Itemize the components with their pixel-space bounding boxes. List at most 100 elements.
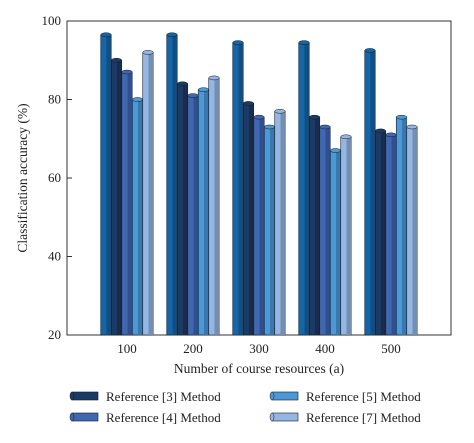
bar-cap [177,81,188,87]
bar-shade [117,60,122,335]
bar-shade [315,117,320,335]
bar [110,58,123,336]
bar-shade [402,117,407,335]
x-tick-label: 100 [117,341,137,356]
bar-cap [264,124,275,130]
bar-shade [270,126,275,335]
bar-cap [298,40,310,45]
bar [242,101,255,336]
bar-shade [259,117,265,335]
bar-shade [336,150,341,335]
legend-label: Reference [7] Method [306,410,421,425]
legend-swatch [71,391,99,401]
legend-swatch-cap [69,391,75,401]
y-tick-label: 60 [48,170,61,185]
bar-shade [183,83,188,335]
bar-cap [274,109,286,114]
bar-cap [142,50,154,55]
bar-cap [132,97,143,102]
bar [298,40,310,336]
bar [406,124,418,336]
legend-swatch [71,412,99,422]
legend-swatch [271,391,299,401]
bar-shade [381,130,386,335]
bar-cap [385,132,397,138]
bar-cap [330,148,341,153]
y-axis-ticks: 20 40 60 80 100 [42,13,72,342]
legend-item: Reference [4] Method [69,410,221,425]
bar-shade [193,95,199,335]
legend-swatch-cap [269,391,275,401]
legend-label: Reference [4] Method [106,410,221,425]
x-tick-label: 400 [315,341,335,356]
bar-shade [138,99,143,335]
bar [319,124,331,336]
bar-shade [148,52,154,336]
bar [100,32,112,336]
y-tick-label: 80 [48,92,61,107]
bar-cap [111,58,122,63]
bar [329,148,342,336]
bar [395,114,408,336]
bar [385,132,397,336]
y-tick-label: 40 [48,249,61,264]
bar [131,97,144,336]
legend-swatch [271,412,299,422]
legend-label: Reference [5] Method [306,389,421,404]
x-tick-label: 300 [249,341,269,356]
bar [364,48,376,336]
x-tick-label: 200 [183,341,203,356]
x-tick-label: 500 [381,341,401,356]
legend-label: Reference [3] Method [106,389,221,404]
bar [374,128,387,336]
bar-cap [198,87,209,92]
bar [187,93,199,336]
bar-cap [208,75,220,81]
bar-cap [100,32,112,37]
bar-shade [304,42,310,336]
bar-shade [346,136,352,335]
bar-cap [340,134,352,140]
bar-cap [375,128,386,134]
legend-swatch-cap [69,412,75,422]
bar [340,134,352,336]
bar-cap [396,114,407,120]
bar [274,109,286,336]
x-axis-label: Number of course resources (a) [174,361,344,376]
bar [197,87,210,336]
bar-cap [253,114,265,120]
bar [253,114,265,336]
bar-cap [121,69,133,75]
bar-shade [370,50,376,335]
bar-shade [127,72,133,336]
legend-item: Reference [3] Method [69,389,221,404]
bar-cap [232,40,244,45]
bar-cap [319,124,331,130]
y-tick-label: 20 [48,327,61,342]
legend-item: Reference [5] Method [269,389,421,404]
bar-cap [166,32,178,37]
bar-shade [238,42,244,336]
bar [232,40,244,336]
bar-cap [187,93,199,98]
bar [176,81,189,336]
bar [166,32,178,336]
bar-cap [309,114,320,120]
bar-cap [364,48,376,53]
bar [142,50,154,336]
bar-shade [391,134,397,335]
bar-shade [106,34,112,336]
bar [208,75,220,336]
x-axis-ticks: 100 200 300 400 500 [117,341,401,356]
bar-shade [249,103,254,335]
y-axis-label: Classification accuracy (%) [15,103,30,252]
bar [263,124,276,336]
legend-item: Reference [7] Method [269,410,421,425]
bar [121,69,133,336]
bar-shade [172,34,178,336]
bar-cap [406,124,418,130]
y-tick-label: 100 [42,13,62,28]
bar [308,114,321,336]
bar-shade [280,111,286,336]
